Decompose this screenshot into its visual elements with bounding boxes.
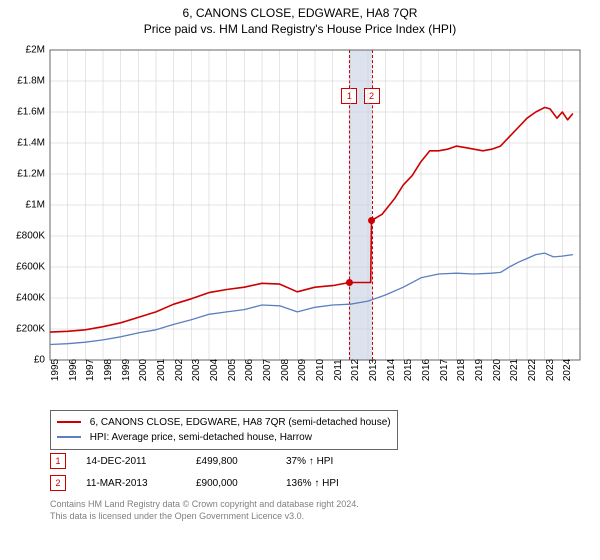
x-axis-tick-label: 2010 [315,359,326,381]
x-axis-tick-label: 2003 [191,359,202,381]
y-axis-tick-label: £1M [26,200,45,211]
y-axis-tick-label: £1.8M [17,76,45,87]
x-axis-tick-label: 2004 [209,359,220,381]
footnote-line1: Contains HM Land Registry data © Crown c… [50,498,359,510]
x-axis-tick-label: 2008 [280,359,291,381]
sale-marker-2: 2 [50,475,66,491]
y-axis-tick-label: £600K [16,262,45,273]
y-axis-tick-label: £1.2M [17,169,45,180]
y-axis-tick-label: £400K [16,293,45,304]
y-axis-tick-label: £1.4M [17,138,45,149]
x-axis-tick-label: 2021 [509,359,520,381]
sale-price: £900,000 [196,478,286,489]
legend-item-1: 6, CANONS CLOSE, EDGWARE, HA8 7QR (semi-… [57,415,391,430]
y-axis-tick-label: £200K [16,324,45,335]
x-axis-tick-label: 1996 [68,359,79,381]
footnote-line2: This data is licensed under the Open Gov… [50,510,359,522]
x-axis-tick-label: 2014 [386,359,397,381]
y-axis-tick-label: £0 [34,355,45,366]
x-axis-tick-label: 2024 [562,359,573,381]
chart-area: 12£0£200K£400K£600K£800K£1M£1.2M£1.4M£1.… [0,40,600,400]
table-row: 2 11-MAR-2013 £900,000 136% ↑ HPI [50,472,376,494]
x-axis-tick-label: 2005 [227,359,238,381]
footnote: Contains HM Land Registry data © Crown c… [50,498,359,522]
chart-title-subtitle: Price paid vs. HM Land Registry's House … [0,20,600,36]
sale-pct: 136% ↑ HPI [286,478,376,489]
x-axis-tick-label: 2020 [492,359,503,381]
x-axis-tick-label: 2000 [138,359,149,381]
x-axis-tick-label: 1997 [85,359,96,381]
sale-date: 14-DEC-2011 [86,456,196,467]
table-row: 1 14-DEC-2011 £499,800 37% ↑ HPI [50,450,376,472]
sales-table: 1 14-DEC-2011 £499,800 37% ↑ HPI 2 11-MA… [50,450,376,494]
chart-svg [0,40,600,400]
chart-title-address: 6, CANONS CLOSE, EDGWARE, HA8 7QR [0,0,600,20]
x-axis-tick-label: 2002 [174,359,185,381]
x-axis-tick-label: 2007 [262,359,273,381]
x-axis-tick-label: 2013 [368,359,379,381]
legend-swatch-2 [57,436,81,438]
sale-price: £499,800 [196,456,286,467]
sale-point-dot [346,279,353,286]
legend-swatch-1 [57,421,81,423]
x-axis-tick-label: 1998 [103,359,114,381]
sale-pct: 37% ↑ HPI [286,456,376,467]
x-axis-tick-label: 2011 [333,359,344,381]
x-axis-tick-label: 1995 [50,359,61,381]
y-axis-tick-label: £1.6M [17,107,45,118]
x-axis-tick-label: 2019 [474,359,485,381]
x-axis-tick-label: 2012 [350,359,361,381]
y-axis-tick-label: £2M [26,45,45,56]
x-axis-tick-label: 1999 [121,359,132,381]
x-axis-tick-label: 2001 [156,359,167,381]
legend-label-2: HPI: Average price, semi-detached house,… [90,432,312,443]
legend-item-2: HPI: Average price, semi-detached house,… [57,430,391,445]
legend-label-1: 6, CANONS CLOSE, EDGWARE, HA8 7QR (semi-… [90,417,391,428]
sale-date: 11-MAR-2013 [86,478,196,489]
sale-point-dot [368,217,375,224]
x-axis-tick-label: 2017 [439,359,450,381]
x-axis-tick-label: 2023 [545,359,556,381]
x-axis-tick-label: 2006 [244,359,255,381]
x-axis-tick-label: 2022 [527,359,538,381]
x-axis-tick-label: 2018 [456,359,467,381]
x-axis-tick-label: 2016 [421,359,432,381]
chart-container: 6, CANONS CLOSE, EDGWARE, HA8 7QR Price … [0,0,600,560]
y-axis-tick-label: £800K [16,231,45,242]
x-axis-tick-label: 2015 [403,359,414,381]
series-line-property [50,107,573,332]
sale-marker-1: 1 [50,453,66,469]
x-axis-tick-label: 2009 [297,359,308,381]
legend: 6, CANONS CLOSE, EDGWARE, HA8 7QR (semi-… [50,410,398,450]
